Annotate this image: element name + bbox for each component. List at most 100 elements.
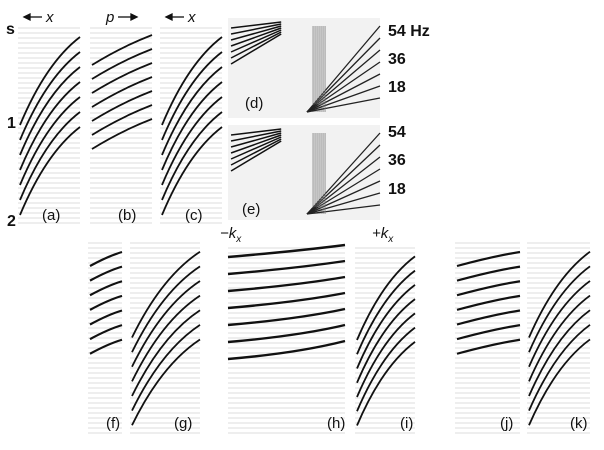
spectral-line bbox=[306, 73, 381, 113]
panel bbox=[130, 240, 201, 435]
panel-bg bbox=[160, 25, 222, 225]
event-curve bbox=[230, 130, 282, 142]
event-curve bbox=[19, 36, 81, 126]
event-curve bbox=[230, 33, 282, 65]
event-curve bbox=[456, 309, 521, 326]
event-curve bbox=[227, 291, 346, 310]
panel bbox=[160, 25, 223, 225]
panel-label: (b) bbox=[118, 207, 136, 224]
event-curve bbox=[131, 309, 201, 397]
freq-tick: 54 bbox=[388, 124, 406, 141]
panel bbox=[228, 18, 381, 118]
event-curve bbox=[528, 265, 591, 353]
panel-label: (h) bbox=[327, 415, 345, 432]
event-curve bbox=[227, 275, 346, 293]
event-curve bbox=[19, 66, 81, 156]
event-curve bbox=[19, 81, 81, 171]
event-curve bbox=[91, 76, 153, 108]
panel bbox=[527, 240, 591, 435]
panel-label: (d) bbox=[245, 95, 263, 112]
panel-bg bbox=[18, 25, 80, 225]
panels bbox=[18, 18, 591, 435]
event-curve bbox=[161, 36, 223, 126]
event-curve bbox=[131, 265, 201, 353]
event-curve bbox=[131, 294, 201, 382]
event-curve bbox=[356, 341, 416, 426]
panel bbox=[88, 240, 123, 435]
wavenumber-label: −kx bbox=[220, 225, 242, 245]
event-curve bbox=[131, 280, 201, 368]
event-curve bbox=[356, 298, 416, 384]
event-curve bbox=[91, 34, 153, 66]
event-curve bbox=[89, 309, 123, 326]
event-curve bbox=[456, 265, 521, 282]
event-curve bbox=[91, 118, 153, 150]
panel bbox=[18, 25, 81, 225]
event-curve bbox=[19, 51, 81, 141]
event-curve bbox=[89, 338, 123, 355]
freq-tick: 54 Hz bbox=[388, 23, 430, 40]
event-curve bbox=[230, 27, 282, 47]
panel bbox=[228, 125, 381, 220]
direction-label: x bbox=[187, 9, 196, 26]
event-curve bbox=[19, 96, 81, 186]
event-curve bbox=[161, 66, 223, 156]
freq-tick: 18 bbox=[388, 181, 406, 198]
event-curve bbox=[528, 309, 591, 397]
spectral-line bbox=[306, 85, 381, 113]
event-curve bbox=[230, 21, 282, 29]
event-curve bbox=[131, 250, 201, 338]
event-curve bbox=[227, 339, 346, 361]
event-curve bbox=[456, 338, 521, 355]
event-curve bbox=[230, 138, 282, 166]
panel bbox=[90, 25, 153, 225]
panel-bg bbox=[228, 18, 380, 118]
freq-tick: 36 bbox=[388, 152, 406, 169]
event-curve bbox=[227, 323, 346, 344]
spectral-line bbox=[306, 192, 381, 215]
event-curve bbox=[230, 136, 282, 160]
event-curve bbox=[91, 62, 153, 94]
event-curve bbox=[161, 81, 223, 171]
event-curve bbox=[89, 294, 123, 311]
event-curve bbox=[89, 280, 123, 297]
time-tick: 1 bbox=[7, 115, 16, 132]
event-curve bbox=[230, 134, 282, 154]
panel-label: (g) bbox=[174, 415, 192, 432]
event-curve bbox=[131, 338, 201, 426]
panel bbox=[355, 245, 416, 435]
freq-tick: 36 bbox=[388, 51, 406, 68]
event-curve bbox=[230, 25, 282, 41]
event-curve bbox=[91, 90, 153, 122]
panel-label: (k) bbox=[570, 415, 588, 432]
event-curve bbox=[161, 126, 223, 216]
freq-tick: 18 bbox=[388, 79, 406, 96]
spectral-line bbox=[306, 204, 381, 215]
event-curve bbox=[161, 51, 223, 141]
event-curve bbox=[230, 23, 282, 35]
event-curve bbox=[227, 307, 346, 327]
event-curve bbox=[89, 324, 123, 341]
event-curve bbox=[230, 31, 282, 59]
panel-label: (i) bbox=[400, 415, 413, 432]
spectral-line bbox=[306, 97, 381, 113]
event-curve bbox=[91, 104, 153, 136]
event-curve bbox=[528, 280, 591, 368]
direction-label: x bbox=[45, 9, 54, 26]
event-curve bbox=[356, 312, 416, 398]
arrow-head bbox=[22, 12, 31, 22]
event-curve bbox=[89, 250, 123, 267]
event-curve bbox=[89, 265, 123, 282]
panel bbox=[227, 243, 346, 435]
panel bbox=[455, 240, 521, 435]
panel-bg bbox=[90, 25, 152, 225]
event-curve bbox=[230, 128, 282, 136]
spectral-line bbox=[306, 180, 381, 215]
event-curve bbox=[456, 324, 521, 341]
time-tick: 2 bbox=[7, 213, 16, 230]
event-curve bbox=[230, 140, 282, 172]
event-curve bbox=[356, 284, 416, 369]
panel-label: (c) bbox=[185, 207, 203, 224]
time-unit: s bbox=[6, 21, 15, 38]
